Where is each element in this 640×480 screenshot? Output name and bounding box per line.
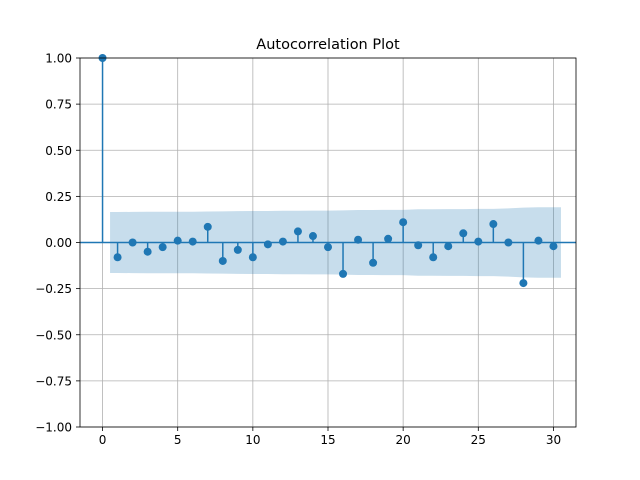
data-point	[278, 237, 287, 246]
y-tick-label: −0.50	[35, 328, 72, 342]
data-point	[354, 235, 363, 244]
data-point	[429, 253, 438, 262]
x-tick-label: 15	[320, 433, 335, 447]
data-point	[203, 222, 212, 231]
data-point	[218, 256, 227, 265]
data-point	[504, 238, 513, 247]
data-point	[188, 237, 197, 246]
chart-title: Autocorrelation Plot	[256, 37, 400, 53]
data-point	[549, 242, 558, 251]
x-tick-label: 20	[396, 433, 411, 447]
data-point	[128, 238, 137, 247]
y-tick-label: −1.00	[35, 421, 72, 435]
x-tick-label: 10	[245, 433, 260, 447]
data-point	[113, 253, 122, 262]
data-point	[399, 218, 408, 227]
data-point	[263, 240, 272, 249]
data-point	[459, 229, 468, 238]
y-tick-label: 0.75	[45, 98, 72, 112]
data-point	[384, 234, 393, 243]
x-tick-label: 0	[99, 433, 107, 447]
data-point	[324, 243, 332, 252]
data-point	[519, 279, 528, 288]
data-point	[173, 236, 182, 245]
data-point	[339, 269, 348, 278]
x-axis: 0 5 10 15 20 25 30	[99, 427, 561, 447]
data-point	[158, 243, 167, 252]
data-point	[444, 242, 453, 251]
y-tick-label: −0.75	[35, 374, 72, 388]
x-tick-label: 30	[546, 433, 561, 447]
y-tick-label: 0.50	[45, 144, 72, 158]
x-tick-label: 5	[174, 433, 182, 447]
data-point	[233, 245, 242, 254]
markers	[98, 54, 558, 288]
data-point	[308, 232, 317, 241]
y-axis: −1.00 −0.75 −0.50 −0.25 0.00 0.25 0.50 0.75 1.00	[35, 52, 80, 435]
data-point	[414, 241, 423, 250]
data-point	[369, 258, 378, 267]
data-point	[293, 227, 302, 236]
data-point	[143, 247, 152, 256]
data-point	[474, 237, 483, 246]
y-tick-label: 1.00	[45, 52, 72, 66]
y-tick-label: −0.25	[35, 282, 72, 296]
data-point	[534, 236, 543, 245]
data-point	[489, 220, 498, 229]
x-tick-label: 25	[471, 433, 486, 447]
y-tick-label: 0.00	[45, 236, 72, 250]
y-tick-label: 0.25	[45, 190, 72, 204]
data-point	[248, 253, 257, 262]
